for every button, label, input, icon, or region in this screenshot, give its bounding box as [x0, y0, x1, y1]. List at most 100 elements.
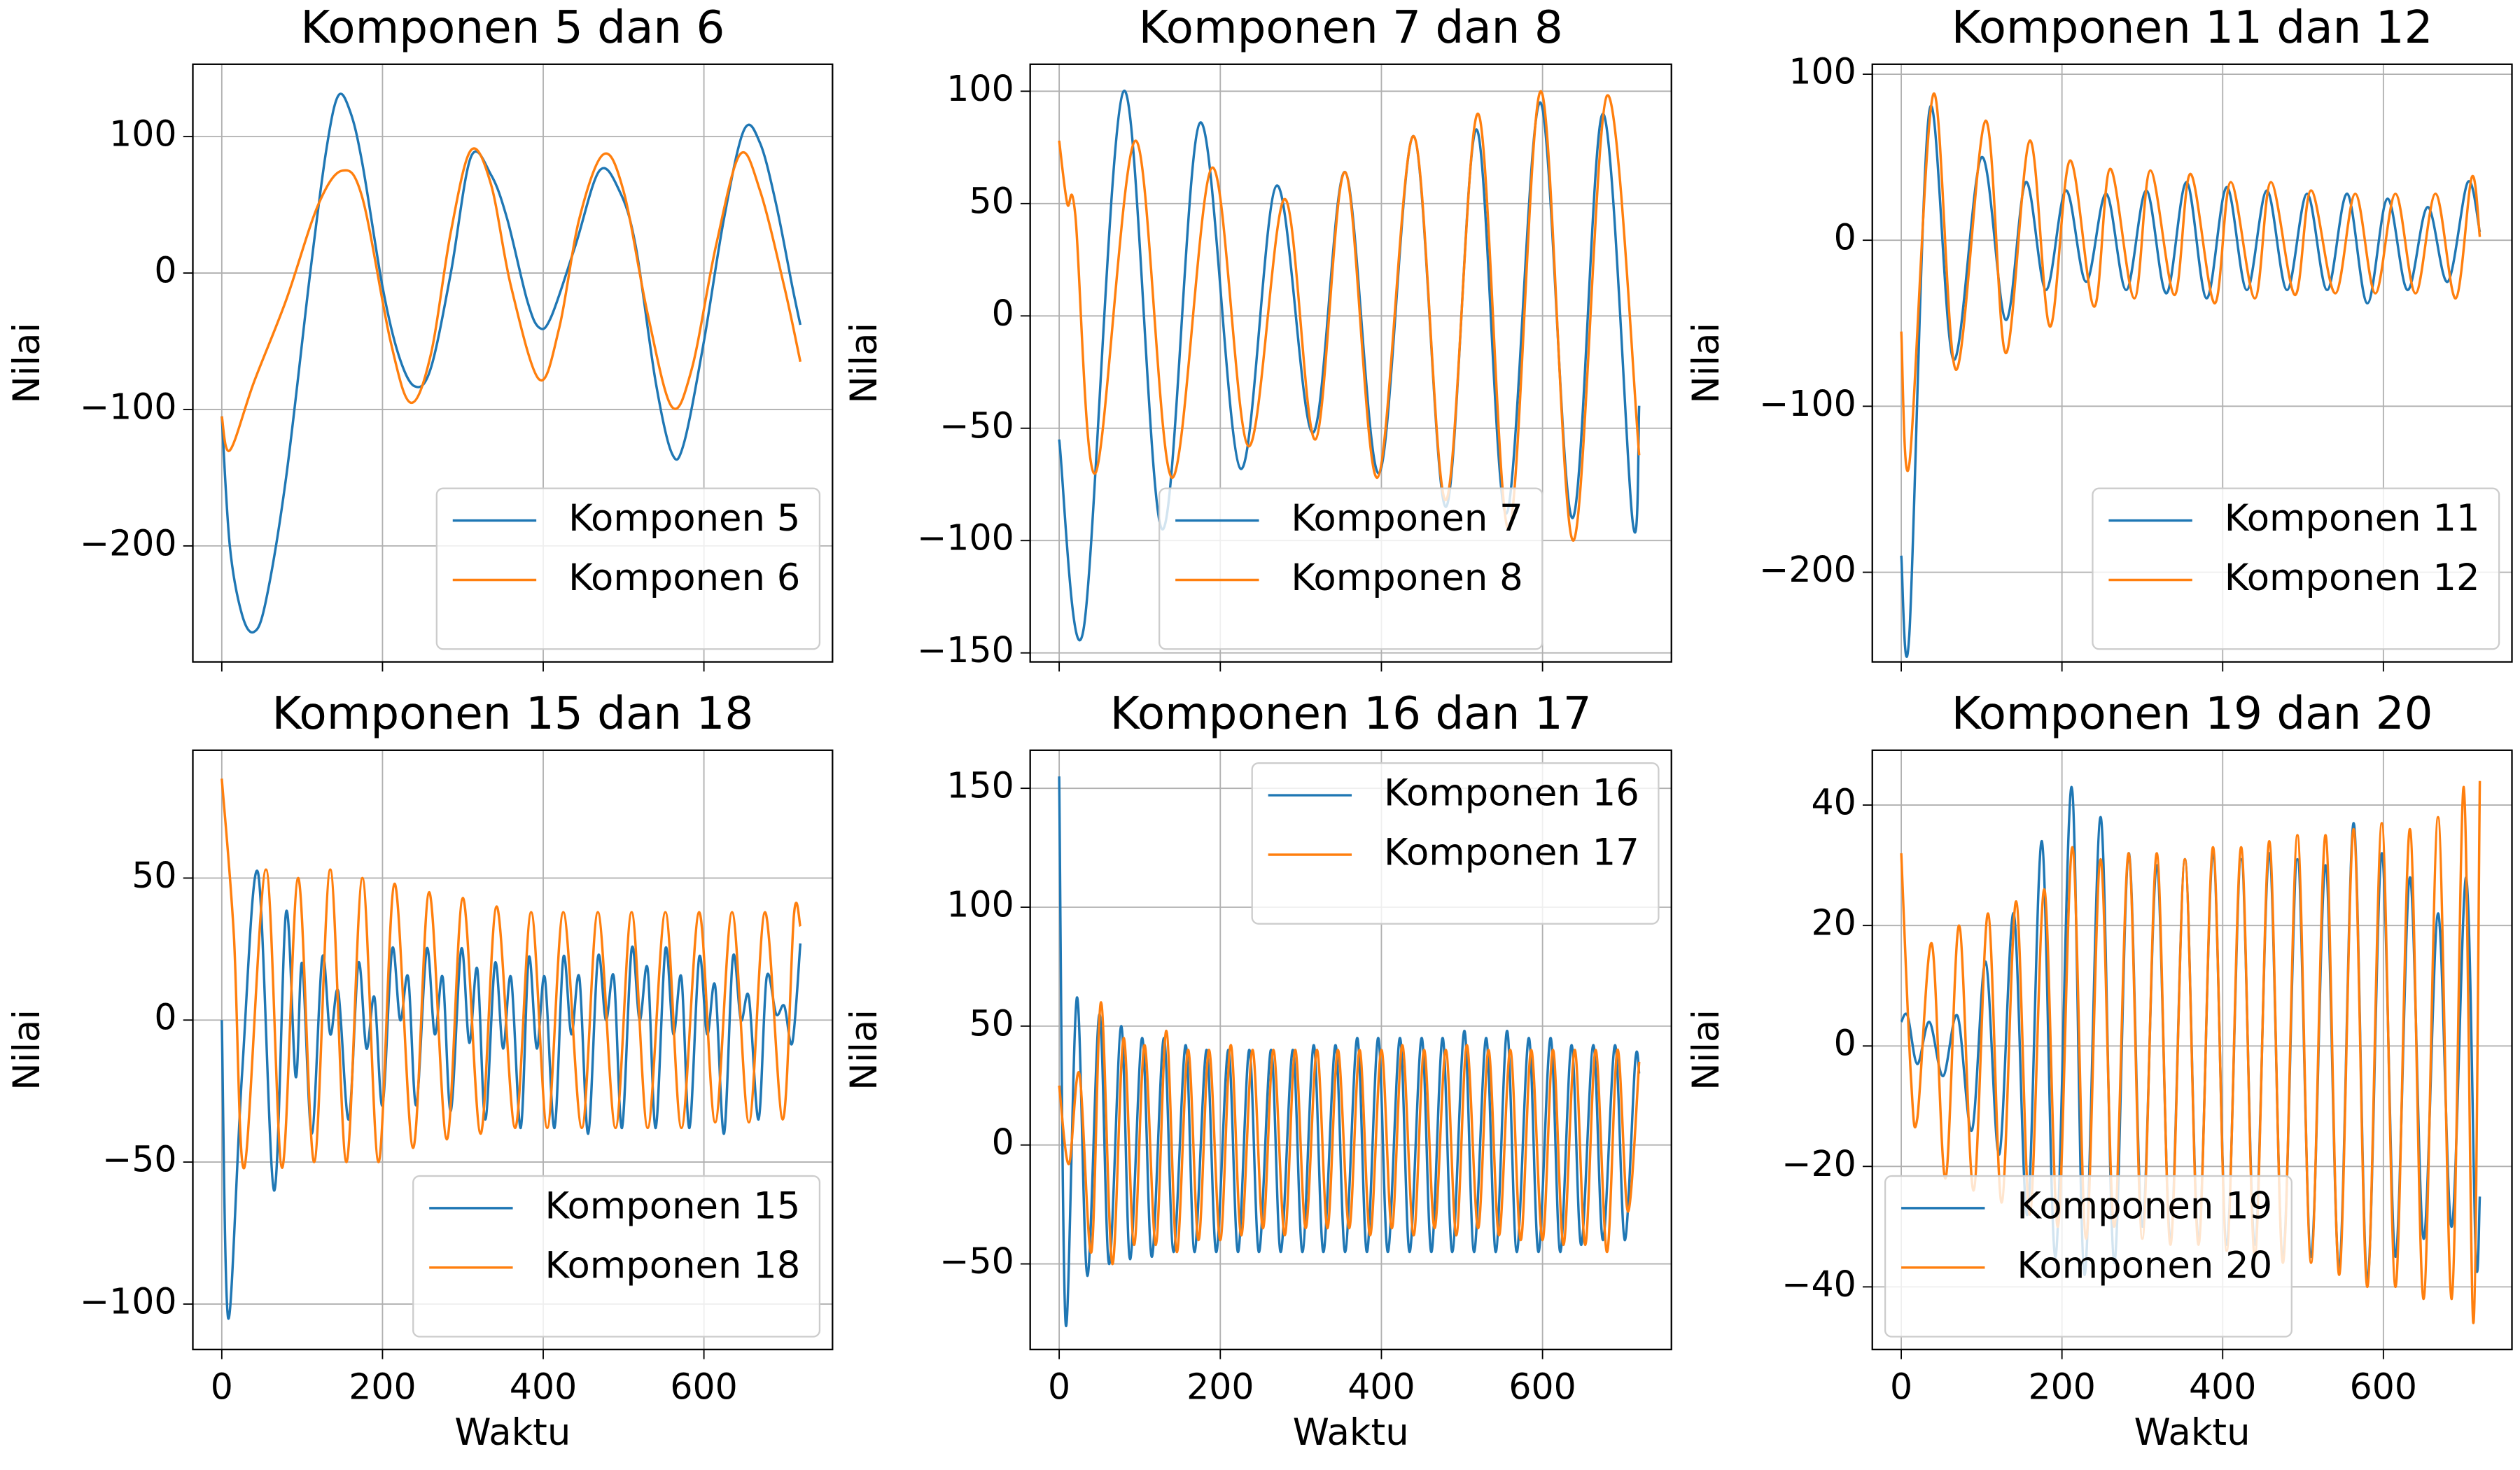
subplot: −200 −100 0 100 Komponen 5 dan 6 Nilai Kompone… [6, 1, 834, 672]
subplot: −200 −100 0 100 Komponen 11 dan 12 Nilai Kompo… [1685, 1, 2513, 672]
legend-label: Komponen 19 [2017, 1185, 2272, 1228]
legend-label: Komponen 8 [1291, 556, 1522, 599]
legend-label: Komponen 12 [2225, 556, 2480, 599]
y-tick-label: 0 [992, 293, 1014, 334]
x-tick-label: 200 [349, 1366, 416, 1408]
x-tick-label: 600 [2350, 1366, 2417, 1408]
legend: Komponen 19 Komponen 20 [1884, 1175, 2292, 1338]
y-tick-label: 40 [1812, 782, 1856, 823]
legend-box [2092, 487, 2500, 650]
y-tick-label: −100 [917, 517, 1014, 559]
x-tick-label: 200 [2028, 1366, 2095, 1408]
y-axis-label: Nilai [843, 1009, 886, 1091]
legend-box [1158, 487, 1544, 650]
y-tick-label: 50 [969, 180, 1014, 221]
y-tick-label: −50 [102, 1139, 177, 1180]
y-tick-label: 0 [154, 997, 176, 1038]
y-tick-label: −50 [939, 1240, 1014, 1282]
axes-frame [192, 749, 834, 1351]
subplot: 0 200 400 600 −50 0 50 100 150 Komponen 16 dan 17… [843, 687, 1672, 1454]
x-tick-label: 400 [510, 1366, 577, 1408]
legend-box [435, 487, 821, 650]
legend-label: Komponen 7 [1291, 497, 1522, 540]
subplot: 0 200 400 600 −40 −20 0 20 40 Komponen 19 dan 20 N… [1685, 687, 2513, 1454]
legend-box [1251, 762, 1660, 925]
legend-label: Komponen 18 [545, 1244, 800, 1287]
legend-label: Komponen 15 [545, 1185, 800, 1228]
y-tick-label: 50 [132, 855, 176, 896]
y-tick-label: 100 [109, 113, 176, 155]
y-tick-label: −40 [1782, 1264, 1856, 1305]
subplot-title: Komponen 5 dan 6 [300, 1, 724, 54]
y-axis-label: Nilai [6, 323, 48, 404]
x-tick-label: 600 [670, 1366, 737, 1408]
y-tick-label: −50 [939, 405, 1014, 446]
legend: Komponen 7 Komponen 8 [1158, 487, 1544, 650]
y-tick-label: 100 [946, 884, 1014, 925]
legend-label: Komponen 11 [2225, 497, 2480, 540]
axes-frame [1871, 749, 2513, 1351]
y-axis-label: Nilai [843, 323, 886, 404]
subplot: 0 200 400 600 −100 −50 0 50 Komponen 15 dan 18 Ni… [6, 687, 834, 1454]
x-tick-label: 400 [2189, 1366, 2256, 1408]
x-tick-label: 200 [1186, 1366, 1254, 1408]
series-line [1058, 776, 1641, 1327]
legend-label: Komponen 6 [568, 556, 800, 599]
series-line [1900, 92, 2482, 472]
legend: Komponen 16 Komponen 17 [1251, 762, 1660, 925]
axes-frame [1871, 63, 2513, 663]
subplot: −150 −100 −50 0 50 100 Komponen 7 dan 8 Nilai Ko… [843, 1, 1672, 672]
subplot-title: Komponen 15 dan 18 [272, 687, 753, 740]
y-tick-label: −100 [80, 386, 177, 427]
x-tick-label: 400 [1348, 1366, 1415, 1408]
y-tick-label: −20 [1782, 1143, 1856, 1184]
y-tick-label: 0 [1834, 1023, 1856, 1064]
legend-box [1884, 1175, 2292, 1338]
subplot-title: Komponen 11 dan 12 [1952, 1, 2433, 54]
x-tick-label: 600 [1508, 1366, 1576, 1408]
legend: Komponen 5 Komponen 6 [435, 487, 821, 650]
y-axis-label: Nilai [1685, 1009, 1728, 1091]
y-tick-label: −100 [80, 1280, 177, 1322]
y-tick-label: −150 [917, 629, 1014, 671]
series-line [220, 778, 802, 1170]
y-tick-label: 0 [154, 250, 176, 291]
series-line [1900, 104, 2482, 659]
y-axis-label: Nilai [1685, 323, 1728, 404]
y-tick-label: 20 [1812, 902, 1856, 944]
series-line [220, 869, 802, 1320]
y-tick-label: −100 [1759, 383, 1856, 424]
series-line [1058, 1001, 1641, 1266]
y-tick-label: 0 [1834, 217, 1856, 258]
series-line [220, 147, 802, 452]
series-line [220, 92, 802, 634]
legend-box [412, 1175, 821, 1338]
y-tick-label: 0 [992, 1121, 1014, 1163]
series-line [1058, 90, 1641, 542]
y-tick-label: 50 [969, 1002, 1014, 1044]
y-tick-label: 100 [946, 68, 1014, 109]
axes-frame [1029, 749, 1672, 1351]
y-tick-label: 100 [1788, 51, 1856, 92]
subplot-title: Komponen 7 dan 8 [1139, 1, 1563, 54]
series-line [1900, 780, 2482, 1324]
axes-frame [192, 63, 834, 663]
legend-label: Komponen 5 [568, 497, 800, 540]
legend: Komponen 15 Komponen 18 [412, 1175, 821, 1338]
legend-label: Komponen 20 [2017, 1244, 2272, 1287]
y-tick-label: −200 [1759, 549, 1856, 590]
x-tick-label: 0 [211, 1366, 233, 1408]
legend: Komponen 11 Komponen 12 [2092, 487, 2500, 650]
x-axis-label: Waktu [2134, 1411, 2250, 1454]
axes-frame [1029, 63, 1672, 663]
subplot-title: Komponen 16 dan 17 [1110, 687, 1592, 740]
y-tick-label: −200 [80, 522, 177, 564]
x-tick-label: 0 [1048, 1366, 1070, 1408]
x-axis-label: Waktu [454, 1411, 570, 1454]
y-axis-label: Nilai [6, 1009, 48, 1091]
legend-label: Komponen 17 [1384, 832, 1639, 874]
y-tick-label: 150 [946, 765, 1014, 806]
x-tick-label: 0 [1890, 1366, 1912, 1408]
subplot-title: Komponen 19 dan 20 [1952, 687, 2433, 740]
